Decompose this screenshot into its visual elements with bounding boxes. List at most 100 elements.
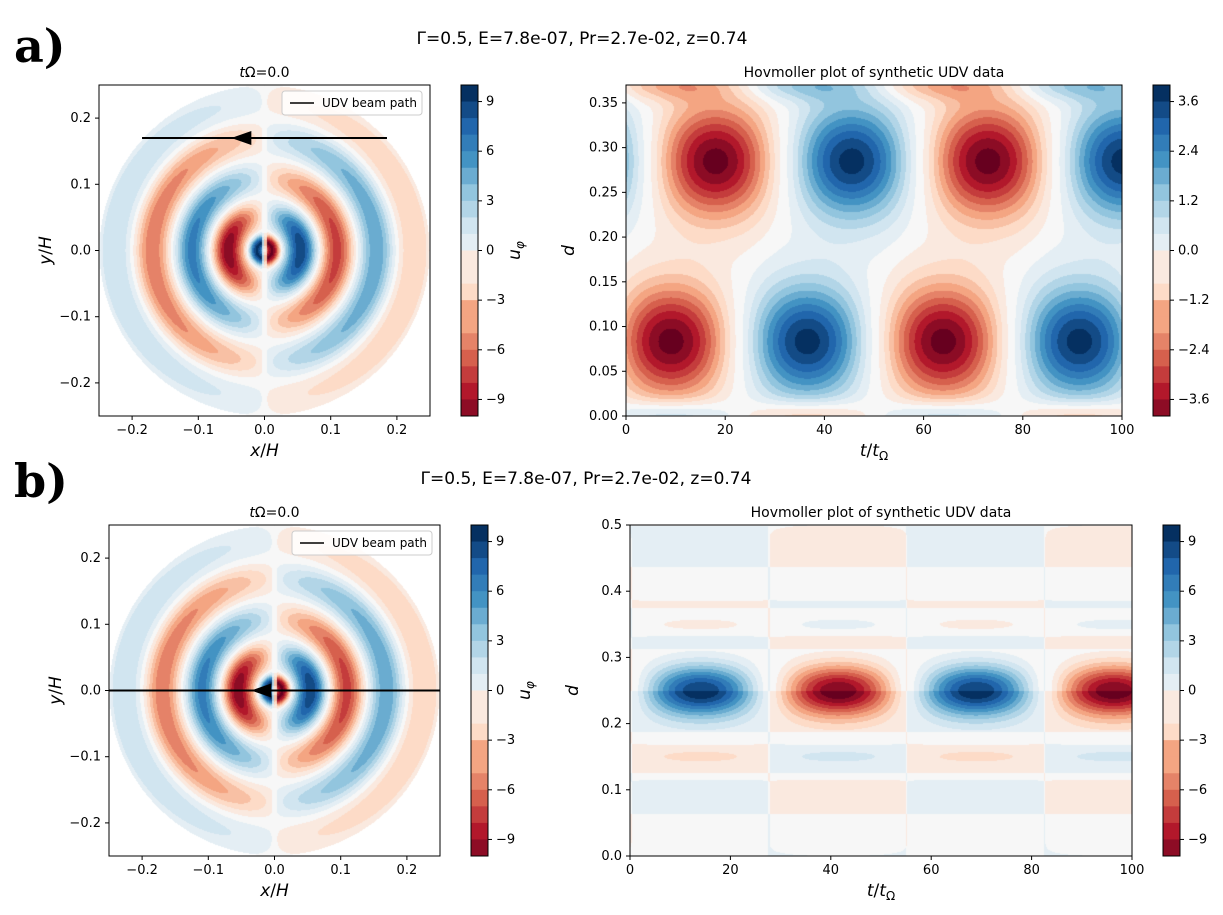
colorbar-band	[1163, 839, 1180, 857]
y-axis-label: y/H	[46, 676, 66, 706]
colorbar-band	[1163, 525, 1180, 543]
colorbar-band	[471, 806, 488, 824]
colorbar-band	[1153, 267, 1170, 285]
colorbar-band	[1153, 316, 1170, 334]
snapshot-colorbar: 9 6 3 0 −3 −6 −9	[470, 524, 515, 857]
colorbar-band	[461, 267, 478, 285]
y-tick-label: 0.5	[601, 518, 622, 533]
colorbar-tick-label: 3	[1188, 634, 1196, 649]
colorbar-band	[471, 591, 488, 609]
panel-label: b)	[14, 454, 68, 508]
x-axis-label: x/H	[249, 441, 279, 461]
colorbar-tick-label: 3.6	[1178, 95, 1199, 110]
colorbar-band	[1153, 85, 1170, 103]
colorbar-band	[1153, 382, 1170, 400]
y-tick-label: 0.05	[589, 364, 618, 379]
hovmoller-plot: Hovmoller plot of synthetic UDV data 0 20 4…	[563, 505, 1207, 903]
colorbar-band	[1163, 591, 1180, 609]
colorbar-band	[1163, 723, 1180, 741]
colorbar-band	[461, 200, 478, 218]
colorbar-band	[471, 740, 488, 758]
colorbar-band	[471, 558, 488, 576]
panel-label: a)	[14, 19, 66, 73]
colorbar-tick-label: −2.4	[1178, 343, 1210, 358]
colorbar-band	[1153, 399, 1170, 417]
colorbar-band	[471, 525, 488, 543]
colorbar-tick-label: −9	[1188, 832, 1207, 847]
colorbar-label: uφ	[515, 681, 537, 700]
colorbar-band	[1153, 101, 1170, 119]
snapshot-field	[99, 85, 430, 416]
hovmoller-field	[626, 85, 1122, 416]
x-tick-label: −0.2	[126, 863, 158, 878]
colorbar-band	[461, 349, 478, 367]
colorbar-tick-label: 6	[496, 584, 504, 599]
colorbar-tick-label: −3	[1188, 733, 1207, 748]
colorbar-band	[471, 756, 488, 774]
x-axis-label: x/H	[259, 881, 289, 901]
colorbar-tick-label: 0	[496, 684, 504, 699]
colorbar-band	[1153, 283, 1170, 301]
legend-box	[281, 90, 423, 116]
colorbar-tick-label: 9	[1188, 535, 1196, 550]
panel-a: a) Γ=0.5, E=7.8e-07, Pr=2.7e-02, z=0.74 tΩ…	[14, 19, 1210, 463]
colorbar-band	[471, 624, 488, 642]
y-tick-label: 0.1	[601, 783, 622, 798]
x-tick-label: 60	[923, 863, 940, 878]
y-tick-label: 0.15	[589, 275, 618, 290]
colorbar-tick-label: 0.0	[1178, 244, 1199, 259]
x-axis-label: t/tΩ	[867, 881, 895, 903]
y-tick-label: 0.25	[589, 185, 618, 200]
colorbar-tick-label: 6	[1188, 584, 1196, 599]
x-tick-label: 0	[626, 863, 634, 878]
y-tick-label: 0.35	[589, 96, 618, 111]
y-tick-label: 0.00	[589, 409, 618, 424]
y-tick-label: −0.1	[59, 310, 91, 325]
colorbar-band	[471, 773, 488, 791]
colorbar-band	[1163, 640, 1180, 658]
x-tick-label: 20	[717, 423, 734, 438]
hovmoller-frame	[629, 524, 1133, 857]
colorbar-band	[1163, 624, 1180, 642]
x-tick-label: 80	[1015, 423, 1032, 438]
colorbar-band	[471, 839, 488, 857]
hovmoller-colorbar: 3.6 2.4 1.2 0.0 −1.2 −2.4 −3.6	[1152, 84, 1210, 417]
colorbar-tick-label: −3	[486, 293, 505, 308]
y-tick-label: 0.0	[80, 684, 101, 699]
colorbar-band	[471, 640, 488, 658]
colorbar-band	[1163, 707, 1180, 725]
colorbar-tick-label: −3	[496, 733, 515, 748]
colorbar-band	[1153, 333, 1170, 351]
y-tick-label: −0.2	[59, 376, 91, 391]
colorbar-tick-label: 0	[486, 244, 494, 259]
colorbar-band	[1163, 806, 1180, 824]
y-tick-label: 0.2	[80, 551, 101, 566]
colorbar-band	[1153, 200, 1170, 218]
x-tick-label: −0.1	[183, 423, 215, 438]
y-tick-label: 0.2	[70, 111, 91, 126]
colorbar-tick-label: 9	[486, 95, 494, 110]
snapshot-plot: tΩ=0.0 −0.2 −0.1 0.0 0.1 0.2 −0.2 −0.1 0.0 0.1 0.2…	[36, 65, 527, 461]
colorbar-band	[471, 707, 488, 725]
y-tick-label: 0.10	[589, 320, 618, 335]
colorbar-band	[461, 167, 478, 185]
snapshot-title: tΩ=0.0	[239, 65, 289, 81]
beam-arrow-icon	[251, 683, 272, 698]
x-tick-label: 0.1	[330, 863, 351, 878]
hovmoller-frame	[625, 84, 1123, 417]
colorbar-band	[1163, 673, 1180, 691]
colorbar-band	[1163, 558, 1180, 576]
colorbar-band	[471, 789, 488, 807]
colorbar-band	[461, 217, 478, 235]
colorbar-band	[471, 822, 488, 840]
colorbar-band	[461, 151, 478, 169]
hovmoller-field	[630, 525, 1132, 856]
colorbar-tick-label: −9	[496, 832, 515, 847]
figure-suptitle: Γ=0.5, E=7.8e-07, Pr=2.7e-02, z=0.74	[417, 29, 748, 49]
colorbar-band	[1153, 167, 1170, 185]
colorbar-band	[1163, 690, 1180, 708]
beam-arrow-icon	[231, 130, 252, 145]
x-tick-label: 0.1	[320, 423, 341, 438]
colorbar-band	[471, 673, 488, 691]
